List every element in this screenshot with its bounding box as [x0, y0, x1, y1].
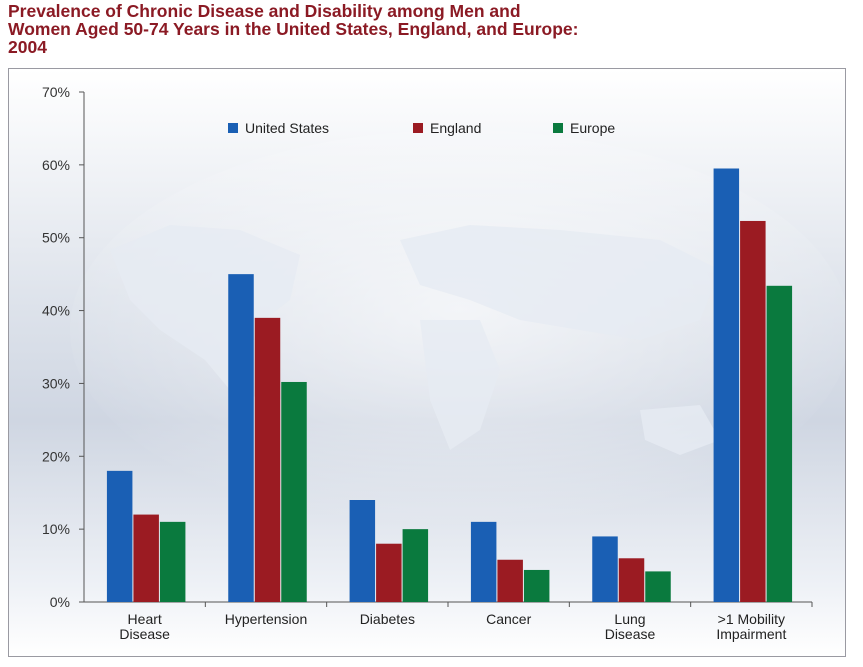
bar [402, 529, 429, 602]
bar [133, 514, 159, 602]
chart-title-line-3: 2004 [8, 37, 47, 57]
x-tick-label: Disease [605, 626, 656, 642]
y-tick-label: 40% [42, 303, 70, 319]
y-tick-label: 0% [50, 594, 70, 610]
bar [713, 168, 740, 602]
y-tick-label: 70% [42, 84, 70, 100]
legend-label: England [430, 120, 481, 136]
bar [228, 274, 254, 602]
bars [106, 168, 793, 602]
y-tick-label: 20% [42, 448, 70, 464]
y-tick-label: 30% [42, 375, 70, 391]
x-tick-label: Lung [614, 611, 645, 627]
chart-title-line-2: Women Aged 50-74 Years in the United Sta… [8, 19, 579, 39]
legend-swatch [553, 123, 563, 133]
bar [766, 285, 793, 602]
x-tick-label: Diabetes [360, 611, 415, 627]
legend-label: United States [245, 120, 329, 136]
x-tick-label: >1 Mobility [718, 611, 785, 627]
x-tick-label: Hypertension [225, 611, 308, 627]
x-tick-label: Impairment [716, 626, 786, 642]
y-tick-label: 50% [42, 230, 70, 246]
bar [349, 500, 376, 602]
bar [592, 536, 618, 602]
bar [470, 521, 497, 602]
bar [740, 220, 766, 602]
legend-swatch [413, 123, 423, 133]
y-tick-label: 60% [42, 157, 70, 173]
x-tick-label: Disease [119, 626, 170, 642]
bar [497, 559, 523, 602]
bar [618, 558, 645, 602]
legend-label: Europe [570, 120, 615, 136]
bar [254, 317, 281, 602]
axes: 0% 10% 20% 30% 40% 50% 60% 70% [42, 84, 812, 610]
bar [281, 381, 307, 602]
chart-title-line-1: Prevalence of Chronic Disease and Disabi… [8, 1, 521, 21]
legend: United States England Europe [228, 120, 615, 136]
bar [106, 470, 133, 602]
bar [523, 569, 550, 602]
bar [376, 543, 402, 602]
y-tick-label: 10% [42, 521, 70, 537]
legend-swatch [228, 123, 238, 133]
bar [159, 521, 186, 602]
x-tick-label: Cancer [486, 611, 531, 627]
chart-title: Prevalence of Chronic Disease and Disabi… [8, 2, 848, 56]
bar [645, 571, 671, 602]
x-tick-label: Heart [128, 611, 162, 627]
